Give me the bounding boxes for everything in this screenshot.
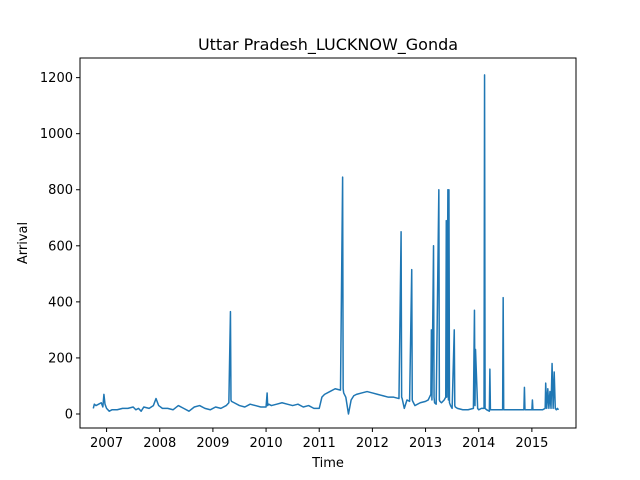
y-tick-label: 200 (48, 351, 73, 366)
y-tick-label: 0 (65, 407, 73, 422)
x-tick-label: 2015 (515, 436, 548, 451)
chart-title: Uttar Pradesh_LUCKNOW_Gonda (198, 35, 458, 55)
x-axis-label: Time (311, 456, 344, 471)
y-tick-label: 1200 (40, 71, 73, 86)
x-tick-label: 2013 (409, 436, 442, 451)
y-tick-label: 600 (48, 239, 73, 254)
plot-frame (79, 57, 577, 429)
x-tick-label: 2010 (250, 436, 283, 451)
x-tick-label: 2011 (303, 436, 336, 451)
x-tick-label: 2012 (356, 436, 389, 451)
x-tick-label: 2007 (90, 436, 123, 451)
series-line-0 (92, 74, 560, 415)
y-tick-label: 1000 (40, 127, 73, 142)
x-tick-label: 2009 (196, 436, 229, 451)
y-axis-label: Arrival (16, 222, 31, 264)
y-tick-label: 800 (48, 183, 73, 198)
plot-background (80, 58, 576, 428)
x-tick-label: 2008 (143, 436, 176, 451)
x-tick-label: 2014 (462, 436, 495, 451)
y-tick-label: 400 (48, 295, 73, 310)
